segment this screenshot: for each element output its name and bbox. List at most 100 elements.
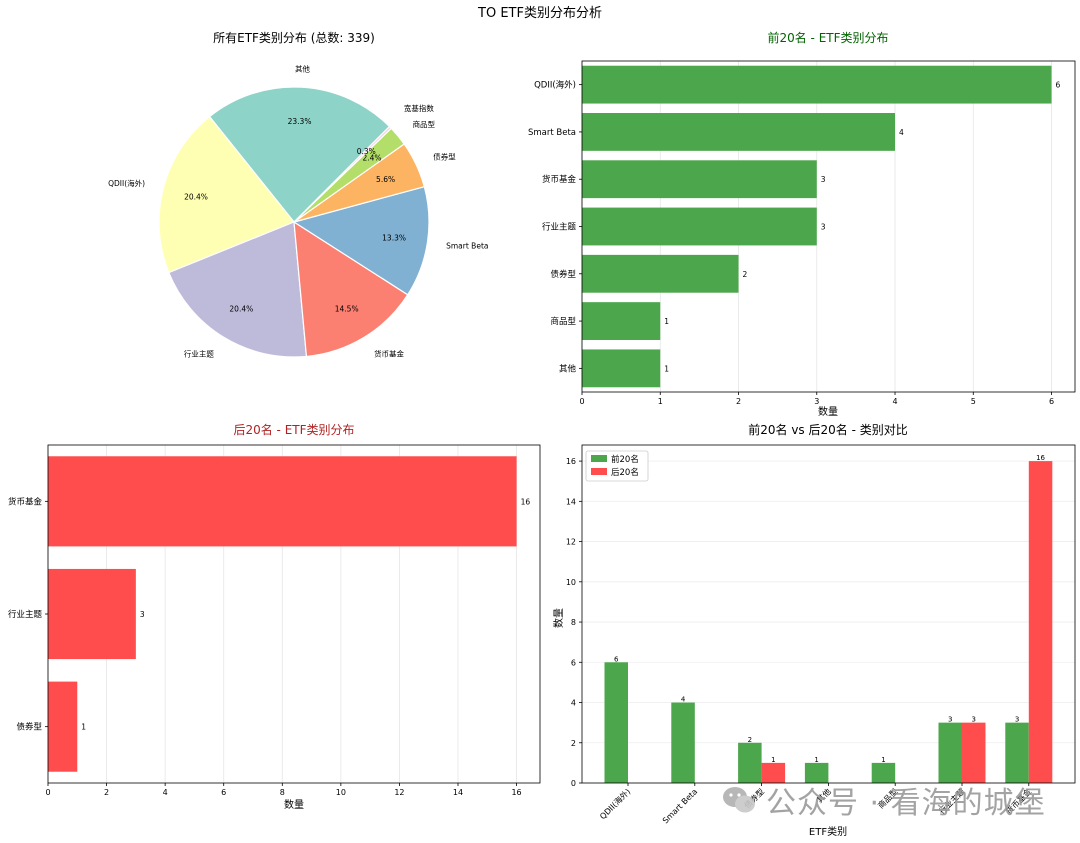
plot-frame [581,444,1076,784]
bar-top20 [671,702,695,783]
value-label: 3 [821,175,826,184]
pie-category-label: 货币基金 [374,348,404,358]
value-label: 3 [821,223,826,232]
x-tick-label: 4 [892,397,897,406]
x-tick-label: 12 [394,788,404,797]
legend-swatch-bottom20 [591,468,607,475]
bottom20-bar-panel: 后20名 - ETF类别分布 0 2 4 6 8 10 12 14 16 货币基金 16 行业主题 3 债… [8,422,541,811]
value-label: 1 [814,756,818,764]
bottom20-xlabel: 数量 [284,798,304,811]
y-tick-label: 12 [566,538,576,547]
value-label: 4 [899,128,904,137]
bar [48,456,517,547]
bottom20-plot-area: 0 2 4 6 8 10 12 14 16 货币基金 16 行业主题 3 债券型 1 [8,444,541,797]
bar [582,207,817,246]
bottom20-title: 后20名 - ETF类别分布 [233,422,354,437]
y-tick-label: 行业主题 [8,609,43,620]
x-tick-label: 5 [971,397,976,406]
pie-slice [168,221,308,358]
value-label: 6 [1056,81,1061,90]
bar [48,568,136,660]
bar-top20 [871,762,896,783]
figure-title: TO ETF类别分布分析 [477,6,602,21]
bar [582,302,661,340]
pie-pct-label: 14.5% [335,304,359,313]
y-tick-label: 货币基金 [542,174,577,185]
x-tick-label: 6 [1049,397,1054,406]
bar [582,349,661,388]
value-label: 1 [81,723,86,732]
y-tick-label: QDII(海外) [534,80,576,91]
x-tick-label: 0 [579,397,584,406]
y-tick-label: Smart Beta [528,128,576,138]
pie-pct-label: 23.3% [288,117,312,126]
bar-bottom20 [1028,461,1053,783]
pie-pct-label: 0.3% [357,147,376,156]
x-tick-label: QDII(海外) [597,786,632,821]
pie-chart-panel: 所有ETF类别分布 (总数: 339) 23.3% 其他 20.4% QDII(海外)… [108,30,488,358]
y-tick-label: 6 [571,658,576,667]
x-tick-label: 8 [280,788,285,797]
x-tick-label: 1 [658,397,663,406]
comparison-xlabel: ETF类别 [809,825,847,838]
top20-title: 前20名 - ETF类别分布 [767,30,888,45]
pie-category-label: 债券型 [433,151,456,161]
pie-slices: 23.3% 其他 20.4% QDII(海外) 20.4% 行业主题 14.5% 货币基金 13… [108,63,488,358]
x-tick-label: 6 [221,788,226,797]
x-tick-label: 10 [336,788,346,797]
watermark: 公众号 · 看海的城堡 [722,778,1046,822]
y-tick-label: 货币基金 [8,496,43,507]
y-tick-label: 债券型 [550,269,576,280]
value-label: 16 [521,497,531,506]
y-tick-label: 商品型 [550,316,576,327]
value-label: 6 [614,655,619,663]
y-tick-label: 2 [571,739,576,748]
pie-pct-label: 20.4% [229,304,253,313]
bar-bottom20 [962,722,986,783]
pie-category-label: 宽基指数 [404,103,434,113]
bar-top20 [604,662,628,783]
plot-frame [581,60,1076,393]
pie-slice [293,125,393,223]
wechat-icon [723,787,755,813]
plot-frame [47,444,541,784]
bar-top20 [804,762,829,783]
x-tick-label: 4 [163,788,168,797]
x-tick-label: 3 [814,397,819,406]
bar [582,160,817,199]
y-tick-label: 0 [571,779,576,788]
value-label: 2 [748,736,752,744]
legend-label-top20: 前20名 [611,454,639,465]
value-label: 16 [1036,454,1045,462]
value-label: 4 [681,696,686,704]
y-tick-label: 其他 [559,363,577,374]
y-tick-label: 16 [566,457,576,466]
pie-slice [158,115,295,274]
value-label: 1 [881,756,885,764]
pie-category-label: 行业主题 [184,348,214,358]
pie-category-label: QDII(海外) [108,178,145,188]
y-tick-label: 行业主题 [542,222,577,233]
bar [582,254,739,293]
top20-bar-panel: 前20名 - ETF类别分布 0 1 2 3 4 5 6 QDII(海外) 6 Smart Bet… [528,30,1076,418]
comparison-legend: 前20名 后20名 [585,450,649,482]
value-label: 3 [972,716,976,724]
pie-pct-label: 5.6% [376,175,395,184]
pie-slice [208,86,391,223]
y-tick-label: 14 [566,497,576,506]
comparison-ylabel: 数量 [552,608,565,628]
value-label: 3 [1015,716,1019,724]
value-label: 3 [948,716,952,724]
pie-title: 所有ETF类别分布 (总数: 339) [213,30,375,45]
y-tick-label: 8 [571,618,576,627]
top20-xlabel: 数量 [818,405,838,418]
bar [48,681,78,772]
pie-pct-label: 20.4% [184,192,208,201]
pie-pct-label: 13.3% [382,233,406,242]
bar-bottom20 [761,762,786,783]
pie-pct-label: 2.4% [362,153,381,162]
pie-category-label: 商品型 [413,119,436,129]
value-label: 1 [664,364,669,373]
